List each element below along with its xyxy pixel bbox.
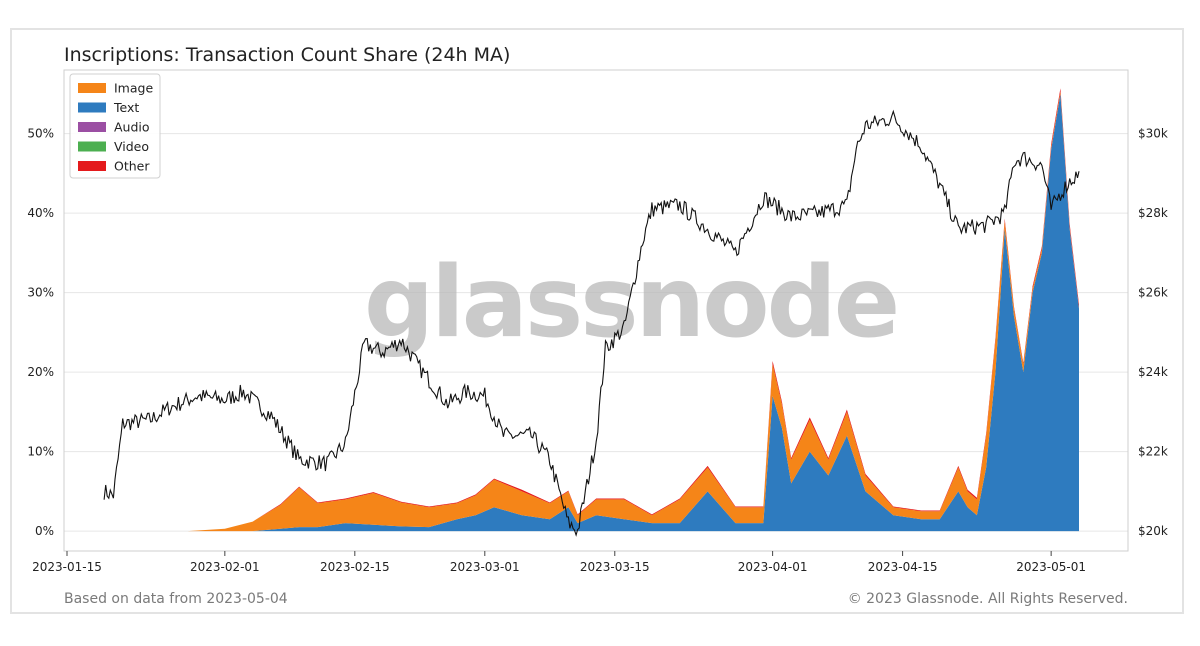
- watermark: glassnode: [364, 246, 897, 360]
- plot-border: [63, 69, 1129, 552]
- footer-copyright: © 2023 Glassnode. All Rights Reserved.: [848, 591, 1128, 607]
- y-right-tick-label: $28k: [1138, 206, 1168, 220]
- legend-label-other: Other: [114, 159, 150, 174]
- x-axis-ticks: 2023-01-15 2023-02-01 2023-02-15 2023-03-01…: [32, 551, 1086, 574]
- y-left-tick-label: 50%: [27, 127, 54, 141]
- stacked-areas: [113, 88, 1080, 532]
- x-tick-label: 2023-01-15: [32, 560, 102, 574]
- y-left-tick-label: 40%: [27, 206, 54, 220]
- legend-swatch-other: [78, 161, 106, 171]
- y-right-tick-label: $22k: [1138, 445, 1168, 459]
- y-left-axis-ticks: 0% 10% 20% 30% 40% 50%: [27, 127, 54, 539]
- legend: Image Text Audio Video Other: [69, 73, 161, 179]
- price-series-line: [103, 109, 1080, 537]
- x-tick-label: 2023-04-15: [868, 560, 938, 574]
- chart-svg: Inscriptions: Transaction Count Share (2…: [27, 44, 1168, 607]
- footer-source-note: Based on data from 2023-05-04: [64, 591, 288, 607]
- y-right-tick-label: $26k: [1138, 286, 1168, 300]
- legend-label-video: Video: [114, 139, 149, 154]
- legend-swatch-audio: [78, 122, 106, 132]
- legend-swatch-video: [78, 141, 106, 152]
- y-left-tick-label: 20%: [27, 365, 54, 379]
- x-tick-label: 2023-03-15: [580, 560, 650, 574]
- chart-frame: Inscriptions: Transaction Count Share (2…: [10, 28, 1184, 614]
- legend-swatch-image: [78, 83, 106, 93]
- x-tick-label: 2023-02-15: [320, 560, 390, 574]
- x-tick-label: 2023-02-01: [190, 560, 260, 574]
- legend-label-text: Text: [113, 100, 139, 115]
- x-tick-label: 2023-03-01: [450, 560, 520, 574]
- area-text: [113, 93, 1080, 532]
- y-right-tick-label: $20k: [1138, 524, 1168, 538]
- legend-box: [69, 73, 161, 179]
- y-right-tick-label: $24k: [1138, 365, 1168, 379]
- y-right-axis-ticks: $20k $22k $24k $26k $28k $30k: [1138, 127, 1168, 539]
- chart-title: Inscriptions: Transaction Count Share (2…: [64, 44, 510, 66]
- x-tick-label: 2023-05-01: [1016, 560, 1086, 574]
- x-tick-label: 2023-04-01: [738, 560, 808, 574]
- legend-swatch-text: [78, 102, 106, 113]
- y-left-tick-label: 10%: [27, 445, 54, 459]
- legend-label-audio: Audio: [114, 120, 150, 135]
- price-line: [103, 109, 1080, 537]
- y-left-tick-label: 0%: [35, 524, 54, 538]
- y-left-tick-label: 30%: [27, 286, 54, 300]
- legend-label-image: Image: [114, 81, 153, 96]
- y-right-tick-label: $30k: [1138, 127, 1168, 141]
